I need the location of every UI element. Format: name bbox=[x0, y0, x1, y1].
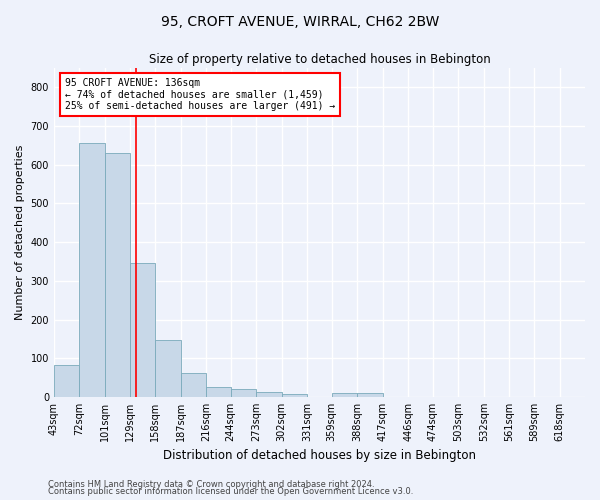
Bar bbox=[181, 373, 206, 397]
X-axis label: Distribution of detached houses by size in Bebington: Distribution of detached houses by size … bbox=[163, 450, 476, 462]
Bar bbox=[357, 393, 383, 397]
Text: 95 CROFT AVENUE: 136sqm
← 74% of detached houses are smaller (1,459)
25% of semi: 95 CROFT AVENUE: 136sqm ← 74% of detache… bbox=[65, 78, 335, 111]
Bar bbox=[105, 153, 130, 397]
Bar bbox=[281, 394, 307, 397]
Bar bbox=[256, 392, 281, 397]
Y-axis label: Number of detached properties: Number of detached properties bbox=[15, 145, 25, 320]
Bar bbox=[155, 340, 181, 397]
Text: Contains HM Land Registry data © Crown copyright and database right 2024.: Contains HM Land Registry data © Crown c… bbox=[48, 480, 374, 489]
Bar bbox=[130, 262, 155, 397]
Bar bbox=[230, 389, 256, 397]
Title: Size of property relative to detached houses in Bebington: Size of property relative to detached ho… bbox=[149, 52, 490, 66]
Text: 95, CROFT AVENUE, WIRRAL, CH62 2BW: 95, CROFT AVENUE, WIRRAL, CH62 2BW bbox=[161, 15, 439, 29]
Bar bbox=[206, 388, 230, 397]
Bar bbox=[332, 393, 357, 397]
Bar bbox=[79, 143, 105, 397]
Bar bbox=[54, 365, 79, 397]
Text: Contains public sector information licensed under the Open Government Licence v3: Contains public sector information licen… bbox=[48, 487, 413, 496]
